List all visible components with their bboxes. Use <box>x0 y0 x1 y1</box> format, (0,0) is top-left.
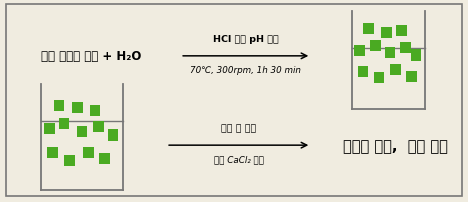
Bar <box>44 123 54 135</box>
Bar <box>385 47 395 58</box>
Bar <box>58 118 69 129</box>
Bar <box>64 155 75 166</box>
Bar <box>358 67 368 78</box>
Bar <box>108 130 118 141</box>
Bar <box>93 121 103 133</box>
Text: HCl 첨가 pH 조절: HCl 첨가 pH 조절 <box>213 35 278 44</box>
Bar <box>373 73 384 84</box>
Text: 농축 CaCl₂ 첨가: 농축 CaCl₂ 첨가 <box>214 154 263 163</box>
Bar <box>410 50 421 61</box>
Bar <box>89 105 100 117</box>
Bar <box>354 45 365 56</box>
Text: 에탄올 첨가,  용매 제거: 에탄올 첨가, 용매 제거 <box>343 138 448 153</box>
Bar <box>99 153 110 164</box>
Bar <box>54 100 65 112</box>
Bar <box>370 40 381 52</box>
Bar <box>73 102 83 114</box>
Bar <box>396 26 407 37</box>
Bar <box>363 24 373 35</box>
Bar <box>76 126 87 138</box>
Text: 70℃, 300rpm, 1h 30 min: 70℃, 300rpm, 1h 30 min <box>190 65 301 74</box>
Bar <box>47 147 58 159</box>
Bar <box>390 65 401 76</box>
Bar <box>83 147 94 159</box>
Bar <box>400 42 410 54</box>
Bar <box>381 28 392 39</box>
Bar <box>406 72 417 83</box>
Text: 감압 후 증하: 감압 후 증하 <box>221 124 256 133</box>
Text: 염분 제거한 시료 + H₂O: 염분 제거한 시료 + H₂O <box>41 50 141 63</box>
